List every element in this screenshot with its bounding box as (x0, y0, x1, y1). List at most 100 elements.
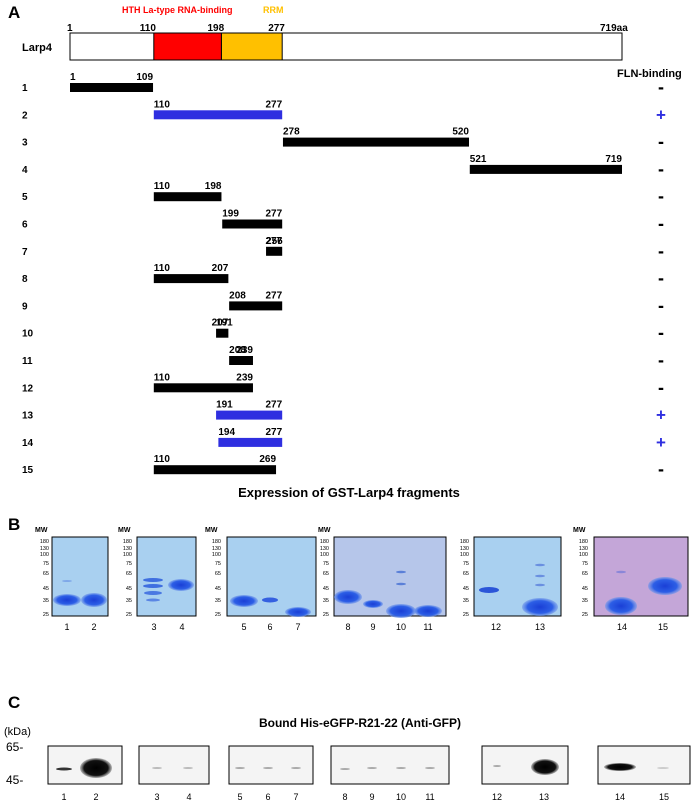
mw-marker-130: 130 (40, 546, 49, 552)
blot-band (531, 759, 559, 775)
blot-band (657, 767, 669, 769)
fragment-bar (153, 274, 229, 284)
fragment-number: 10 (22, 329, 34, 340)
blot-lane-label: 1 (61, 792, 66, 802)
protein-band (479, 587, 499, 593)
mw-marker-65: 65 (215, 571, 221, 577)
blot-band (493, 765, 501, 767)
fragment-row-6: 6 199 277 - (22, 209, 664, 234)
gel-lane-label: 2 (91, 622, 96, 632)
blot-5: 12 13 (481, 745, 569, 802)
blot-band (604, 763, 636, 771)
protein-band (230, 595, 258, 607)
protein-band (143, 584, 163, 588)
mw-marker-45: 45 (582, 586, 588, 592)
mw-marker-180: 180 (460, 539, 469, 545)
mw-marker-25: 25 (215, 612, 221, 618)
binding-result: - (658, 132, 664, 152)
fragment-bar (266, 246, 283, 256)
kda-unit-label: (kDa) (4, 726, 31, 738)
fragment-number: 7 (22, 247, 28, 258)
fragment-start-label: 191 (216, 318, 233, 329)
gel-lane-label: 7 (295, 622, 300, 632)
mw-marker-35: 35 (463, 598, 469, 604)
blot-band (396, 767, 406, 769)
blot-band (291, 767, 301, 769)
protein-band (535, 583, 545, 587)
protein-band (535, 574, 545, 578)
blot-band (263, 767, 273, 769)
gel-lane-label: 13 (535, 622, 545, 632)
fragment-bar (153, 110, 283, 120)
blot-lane-label: 6 (265, 792, 270, 802)
fragment-number: 1 (22, 83, 28, 94)
gel-lane-label: 14 (617, 622, 627, 632)
mw-label: MW (318, 527, 331, 534)
protein-band (522, 598, 558, 616)
binding-result: - (658, 77, 664, 97)
protein-band (62, 580, 72, 582)
gel-lane-label: 4 (179, 622, 184, 632)
fragment-row-14: 14 194 277 + (22, 427, 666, 452)
fragment-start-label: 191 (216, 400, 233, 411)
fragment-start-label: 110 (154, 454, 171, 465)
fragment-number: 2 (22, 110, 28, 121)
binding-result: - (658, 186, 664, 206)
mw-marker-35: 35 (43, 598, 49, 604)
marker-65: 65- (6, 740, 23, 754)
protein-band (146, 598, 160, 602)
panel-b-label: B (8, 515, 20, 534)
blot-lane-label: 5 (237, 792, 242, 802)
mw-marker-65: 65 (126, 571, 132, 577)
fragment-number: 8 (22, 274, 28, 285)
fragment-bar (222, 219, 283, 229)
fragment-bar (229, 301, 283, 311)
mw-marker-25: 25 (126, 612, 132, 618)
fragment-row-1: 1 1 109 - (22, 72, 664, 97)
mw-marker-100: 100 (123, 552, 132, 558)
protein-name: Larp4 (22, 42, 53, 54)
blot-band (183, 767, 193, 769)
mw-marker-65: 65 (323, 571, 329, 577)
protein-band (396, 582, 406, 586)
panel-c-label: C (8, 693, 20, 712)
binding-result: + (656, 406, 666, 425)
fragment-bar (216, 328, 229, 338)
protein-band (616, 570, 626, 574)
blot-lane-label: 8 (342, 792, 347, 802)
mw-marker-180: 180 (212, 539, 221, 545)
fragment-end-label: 207 (212, 263, 229, 274)
fragment-end-label: 207 (212, 318, 229, 329)
fragment-bar (153, 383, 253, 393)
blot-lane-label: 3 (154, 792, 159, 802)
fragment-start-label: 256 (266, 236, 283, 247)
fragment-end-label: 277 (266, 236, 283, 247)
blot-lane-label: 9 (369, 792, 374, 802)
fragment-end-label: 520 (452, 127, 469, 138)
mw-marker-180: 180 (320, 539, 329, 545)
mw-label: MW (118, 527, 131, 534)
blot-lane-label: 2 (93, 792, 98, 802)
binding-result: - (658, 323, 664, 343)
protein-band (168, 579, 194, 591)
fragment-start-label: 521 (470, 154, 487, 165)
blot-lane-label: 12 (492, 792, 502, 802)
mw-marker-130: 130 (320, 546, 329, 552)
gel-image (136, 536, 197, 617)
boundary-label-110: 110 (140, 23, 157, 34)
fragment-start-label: 110 (154, 263, 171, 274)
mw-marker-45: 45 (43, 586, 49, 592)
domain-boundary-labels: 1 110 198 277 719aa (67, 23, 628, 34)
fragment-start-label: 278 (283, 127, 300, 138)
fragment-end-label: 198 (205, 181, 222, 192)
mw-marker-35: 35 (323, 598, 329, 604)
hth-domain-box (153, 32, 222, 61)
